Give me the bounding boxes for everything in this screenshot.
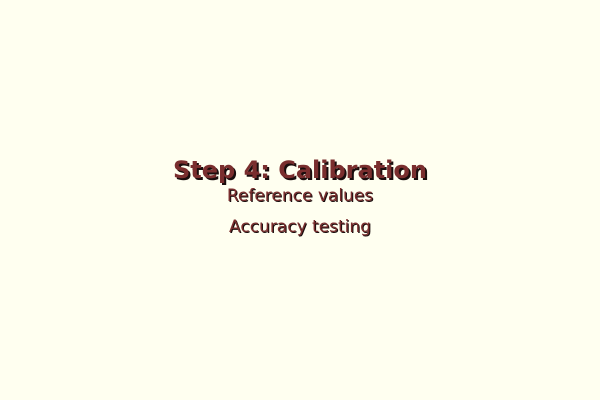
slide-title: Step 4: Calibration (173, 156, 427, 184)
slide-item-accuracy-testing: Accuracy testing (229, 217, 371, 237)
slide-item-reference-values: Reference values (226, 186, 374, 206)
